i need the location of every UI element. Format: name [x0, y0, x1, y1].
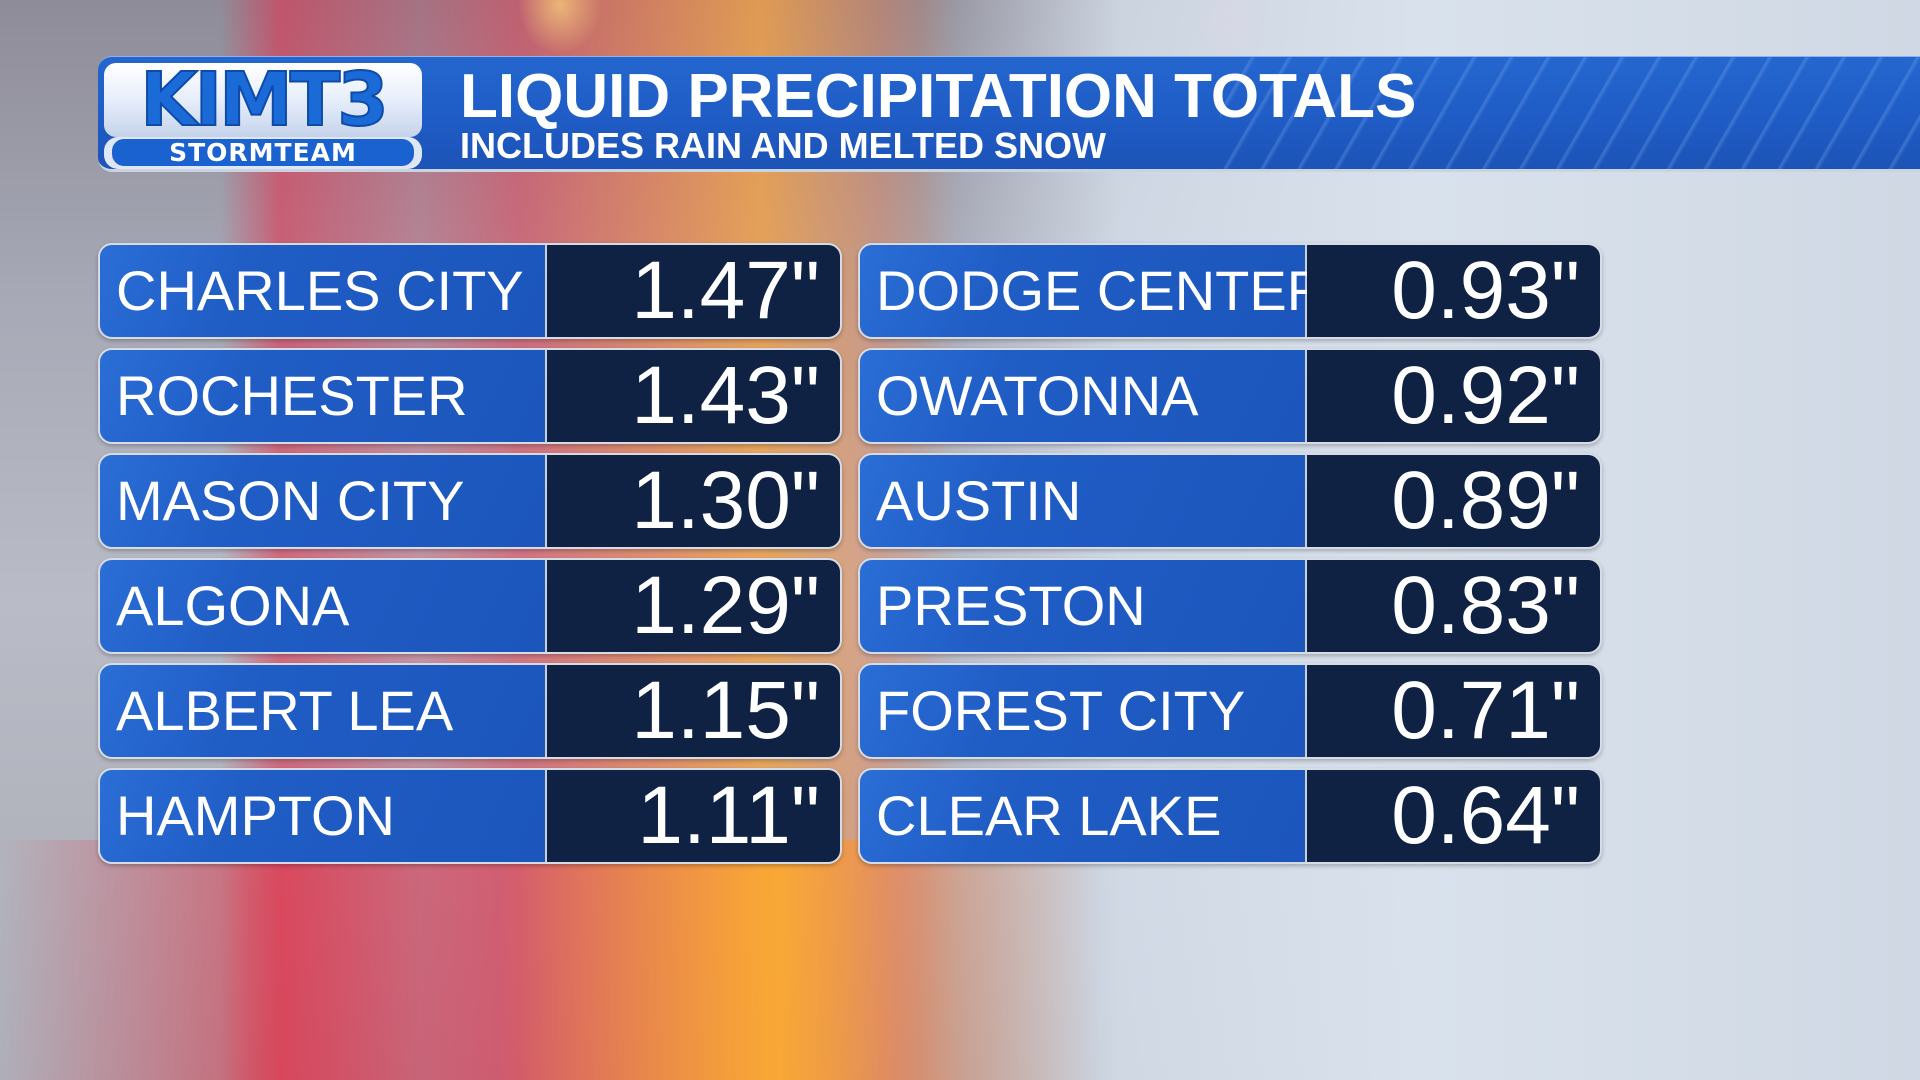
location-name: ROCHESTER — [100, 350, 547, 442]
precip-amount: 1.43" — [547, 350, 840, 442]
location-name: ALGONA — [100, 560, 547, 652]
location-name: HAMPTON — [100, 770, 547, 862]
header-stripes-decoration — [1220, 57, 1920, 169]
location-name: CHARLES CITY — [100, 245, 547, 337]
precip-amount: 1.29" — [547, 560, 840, 652]
table-row: FOREST CITY 0.71" — [858, 663, 1602, 759]
table-row: PRESTON 0.83" — [858, 558, 1602, 654]
table-row: CLEAR LAKE 0.64" — [858, 768, 1602, 864]
precip-amount: 1.30" — [547, 455, 840, 547]
page-subtitle: INCLUDES RAIN AND MELTED SNOW — [460, 125, 1106, 166]
logo-bottom-plate: STORMTEAM — [104, 137, 422, 169]
location-name: OWATONNA — [860, 350, 1307, 442]
precip-amount: 0.64" — [1307, 770, 1600, 862]
precip-amount: 0.71" — [1307, 665, 1600, 757]
header-bar: KIMT3 STORMTEAM LIQUID PRECIPITATION TOT… — [98, 56, 1920, 172]
location-name: PRESTON — [860, 560, 1307, 652]
table-row: OWATONNA 0.92" — [858, 348, 1602, 444]
table-row: HAMPTON 1.11" — [98, 768, 842, 864]
location-name: FOREST CITY — [860, 665, 1307, 757]
precip-amount: 0.92" — [1307, 350, 1600, 442]
table-row: ALBERT LEA 1.15" — [98, 663, 842, 759]
logo-team-name: STORMTEAM — [112, 139, 414, 166]
background-light-reflections — [0, 840, 1100, 1080]
precip-amount: 1.15" — [547, 665, 840, 757]
precip-amount: 1.11" — [547, 770, 840, 862]
table-row: MASON CITY 1.30" — [98, 453, 842, 549]
page-title: LIQUID PRECIPITATION TOTALS — [460, 62, 1417, 131]
table-row: DODGE CENTER 0.93" — [858, 243, 1602, 339]
table-row: ALGONA 1.29" — [98, 558, 842, 654]
location-name: MASON CITY — [100, 455, 547, 547]
location-name: ALBERT LEA — [100, 665, 547, 757]
precip-amount: 0.89" — [1307, 455, 1600, 547]
precip-amount: 0.93" — [1307, 245, 1600, 337]
station-logo: KIMT3 STORMTEAM — [104, 58, 424, 169]
table-row: AUSTIN 0.89" — [858, 453, 1602, 549]
logo-top-plate: KIMT3 — [104, 58, 422, 142]
table-row: CHARLES CITY 1.47" — [98, 243, 842, 339]
location-name: DODGE CENTER — [860, 245, 1327, 337]
location-name: CLEAR LAKE — [860, 770, 1307, 862]
table-row: ROCHESTER 1.43" — [98, 348, 842, 444]
location-name: AUSTIN — [860, 455, 1307, 547]
logo-station-name: KIMT3 — [139, 57, 389, 143]
precip-amount: 0.83" — [1307, 560, 1600, 652]
precip-amount: 1.47" — [547, 245, 840, 337]
